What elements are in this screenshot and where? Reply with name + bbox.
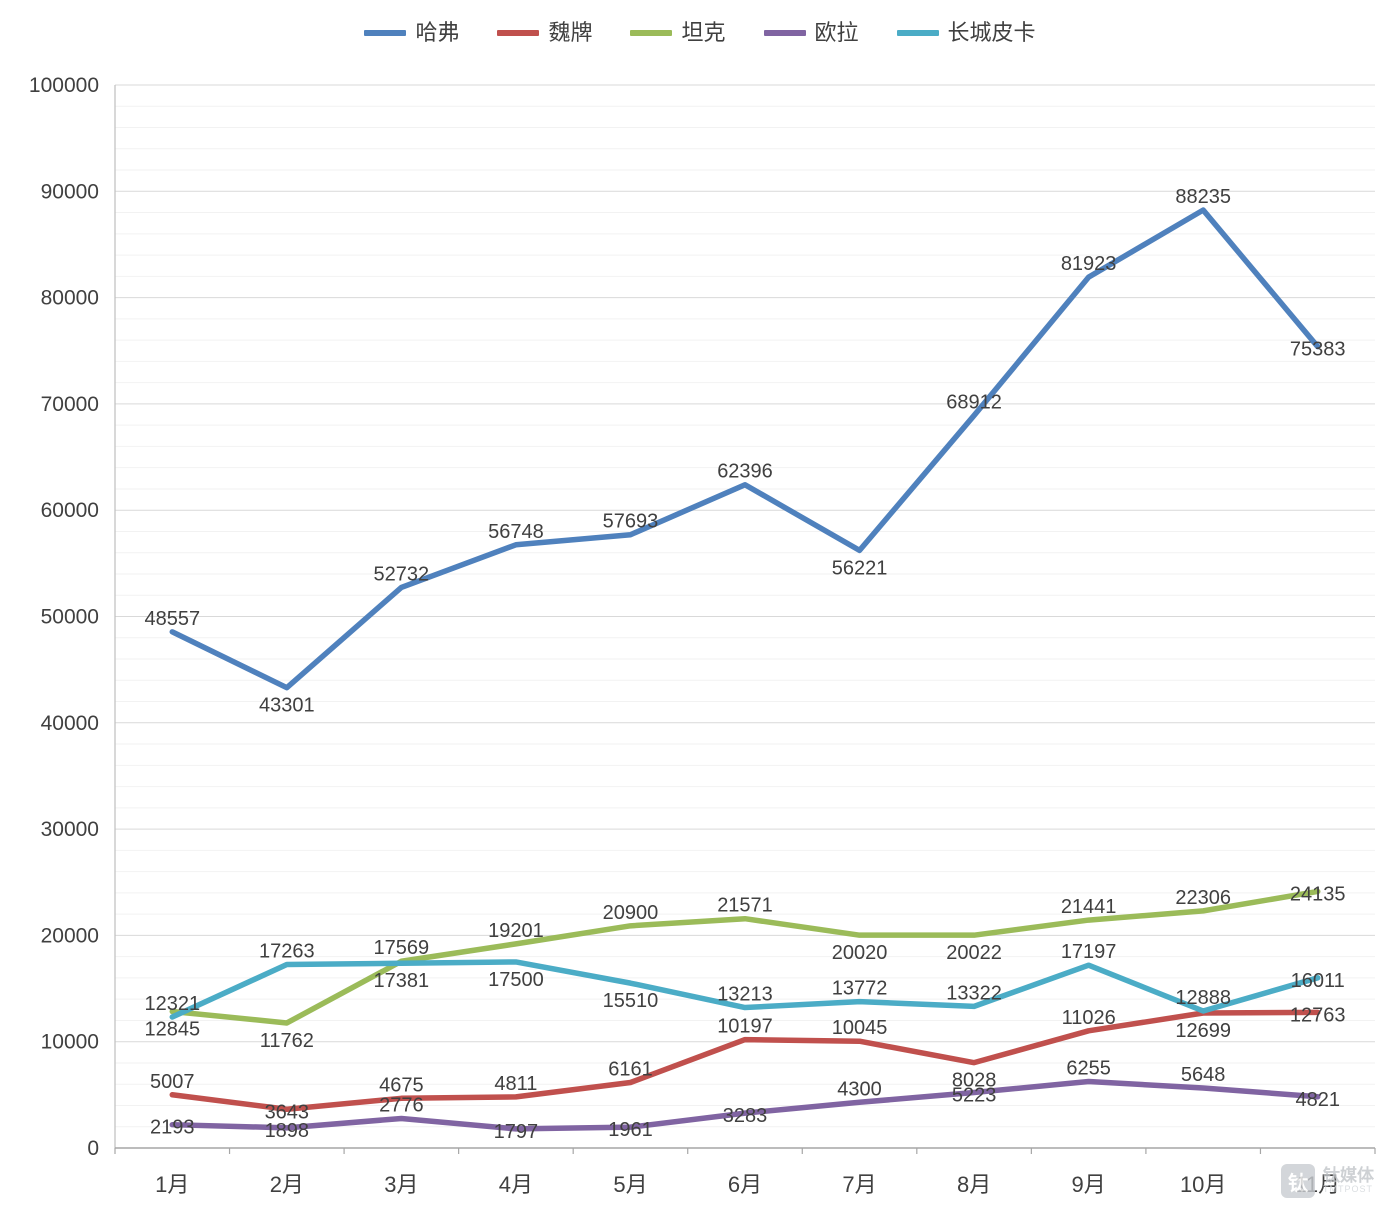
data-label-ora: 4300 (837, 1078, 882, 1100)
series-line-haval (169, 207, 1321, 691)
data-label-ora: 1898 (265, 1120, 310, 1142)
x-axis-label: 5月 (613, 1172, 647, 1197)
y-axis-label: 60000 (41, 499, 99, 522)
watermark: 钛 钛媒体 TMTPOST (1281, 1164, 1374, 1198)
data-label-wey: 11026 (1062, 1007, 1116, 1029)
y-axis-label: 80000 (41, 287, 99, 310)
y-axis-label: 70000 (41, 393, 99, 416)
data-label-tank: 11762 (260, 1030, 314, 1052)
data-label-tank: 17569 (374, 937, 430, 959)
data-label-wey: 4675 (379, 1074, 424, 1096)
data-label-gw-pickup: 17500 (488, 969, 544, 991)
data-label-ora: 1797 (494, 1121, 539, 1143)
y-axis-label: 90000 (41, 180, 99, 203)
data-label-ora: 2193 (150, 1117, 195, 1139)
data-label-gw-pickup: 17381 (374, 970, 430, 992)
x-axis-label: 6月 (728, 1172, 762, 1197)
data-label-ora: 1961 (608, 1119, 653, 1141)
watermark-logo-icon: 钛 (1281, 1164, 1315, 1198)
data-label-haval: 56221 (832, 557, 888, 579)
data-label-wey: 10197 (717, 1016, 773, 1038)
data-label-gw-pickup: 12888 (1175, 987, 1231, 1009)
data-label-haval: 57693 (603, 511, 659, 533)
y-axis-label: 50000 (41, 606, 99, 629)
data-label-tank: 24135 (1290, 883, 1346, 905)
data-label-haval: 56748 (488, 521, 544, 543)
x-axis-label: 3月 (384, 1172, 418, 1197)
x-axis-label: 9月 (1072, 1172, 1106, 1197)
data-label-tank: 21441 (1061, 896, 1117, 918)
x-axis-label: 7月 (842, 1172, 876, 1197)
data-label-haval: 62396 (717, 461, 773, 483)
watermark-subtitle: TMTPOST (1323, 1184, 1373, 1195)
x-axis-label: 2月 (270, 1172, 304, 1197)
data-label-wey: 4811 (494, 1073, 537, 1095)
data-label-gw-pickup: 13213 (717, 984, 773, 1006)
data-label-ora: 5223 (952, 1084, 997, 1106)
data-label-ora: 2776 (379, 1094, 424, 1116)
data-label-gw-pickup: 13772 (832, 978, 888, 1000)
series-line-ora (169, 1078, 1321, 1132)
x-axis-label: 1月 (155, 1172, 189, 1197)
data-label-tank: 22306 (1175, 887, 1231, 909)
data-label-haval: 81923 (1061, 253, 1117, 275)
series-line-gw-pickup (169, 959, 1321, 1020)
series-line-tank (169, 888, 1321, 1026)
data-label-gw-pickup: 17263 (259, 940, 315, 962)
watermark-name: 钛媒体 (1323, 1165, 1374, 1185)
data-label-haval: 52732 (374, 563, 430, 585)
data-label-haval: 68912 (946, 391, 1002, 413)
y-axis-label: 100000 (29, 74, 99, 97)
data-label-gw-pickup: 17197 (1061, 941, 1117, 963)
data-label-haval: 75383 (1290, 339, 1346, 361)
data-label-gw-pickup: 12321 (144, 993, 200, 1015)
data-label-ora: 5648 (1181, 1064, 1226, 1086)
series-line-wey (169, 1009, 1321, 1113)
data-label-wey: 12763 (1290, 1004, 1346, 1026)
y-axis-label: 40000 (41, 712, 99, 735)
data-label-ora: 3283 (723, 1105, 768, 1127)
data-label-wey: 6161 (608, 1059, 653, 1081)
data-label-tank: 12845 (144, 1018, 200, 1040)
data-label-haval: 88235 (1175, 186, 1231, 208)
watermark-logo-glyph: 钛 (1288, 1172, 1308, 1195)
data-label-haval: 48557 (144, 608, 200, 630)
data-label-wey: 3643 (265, 1101, 310, 1123)
data-label-gw-pickup: 13322 (946, 982, 1002, 1004)
x-axis-label: 10月 (1180, 1172, 1226, 1197)
x-axis-label: 8月 (957, 1172, 991, 1197)
data-label-ora: 4821 (1295, 1089, 1340, 1111)
data-label-tank: 20900 (603, 902, 659, 924)
data-label-ora: 6255 (1066, 1058, 1111, 1080)
y-axis-label: 20000 (41, 924, 99, 947)
data-label-gw-pickup: 16011 (1291, 970, 1345, 992)
data-label-tank: 20022 (946, 942, 1002, 964)
data-label-tank: 20020 (832, 942, 888, 964)
data-label-haval: 43301 (259, 695, 315, 717)
y-axis-label: 10000 (41, 1031, 99, 1054)
data-label-tank: 21571 (717, 895, 773, 917)
y-axis-label: 30000 (41, 818, 99, 841)
x-axis-label: 4月 (499, 1172, 533, 1197)
y-axis-label: 0 (87, 1137, 99, 1160)
data-label-wey: 5007 (150, 1071, 195, 1093)
data-label-wey: 12699 (1175, 1020, 1231, 1042)
data-label-wey: 10045 (832, 1017, 888, 1039)
data-label-wey: 8028 (952, 1070, 997, 1092)
data-label-gw-pickup: 15510 (603, 990, 659, 1012)
data-label-tank: 19201 (488, 920, 544, 942)
